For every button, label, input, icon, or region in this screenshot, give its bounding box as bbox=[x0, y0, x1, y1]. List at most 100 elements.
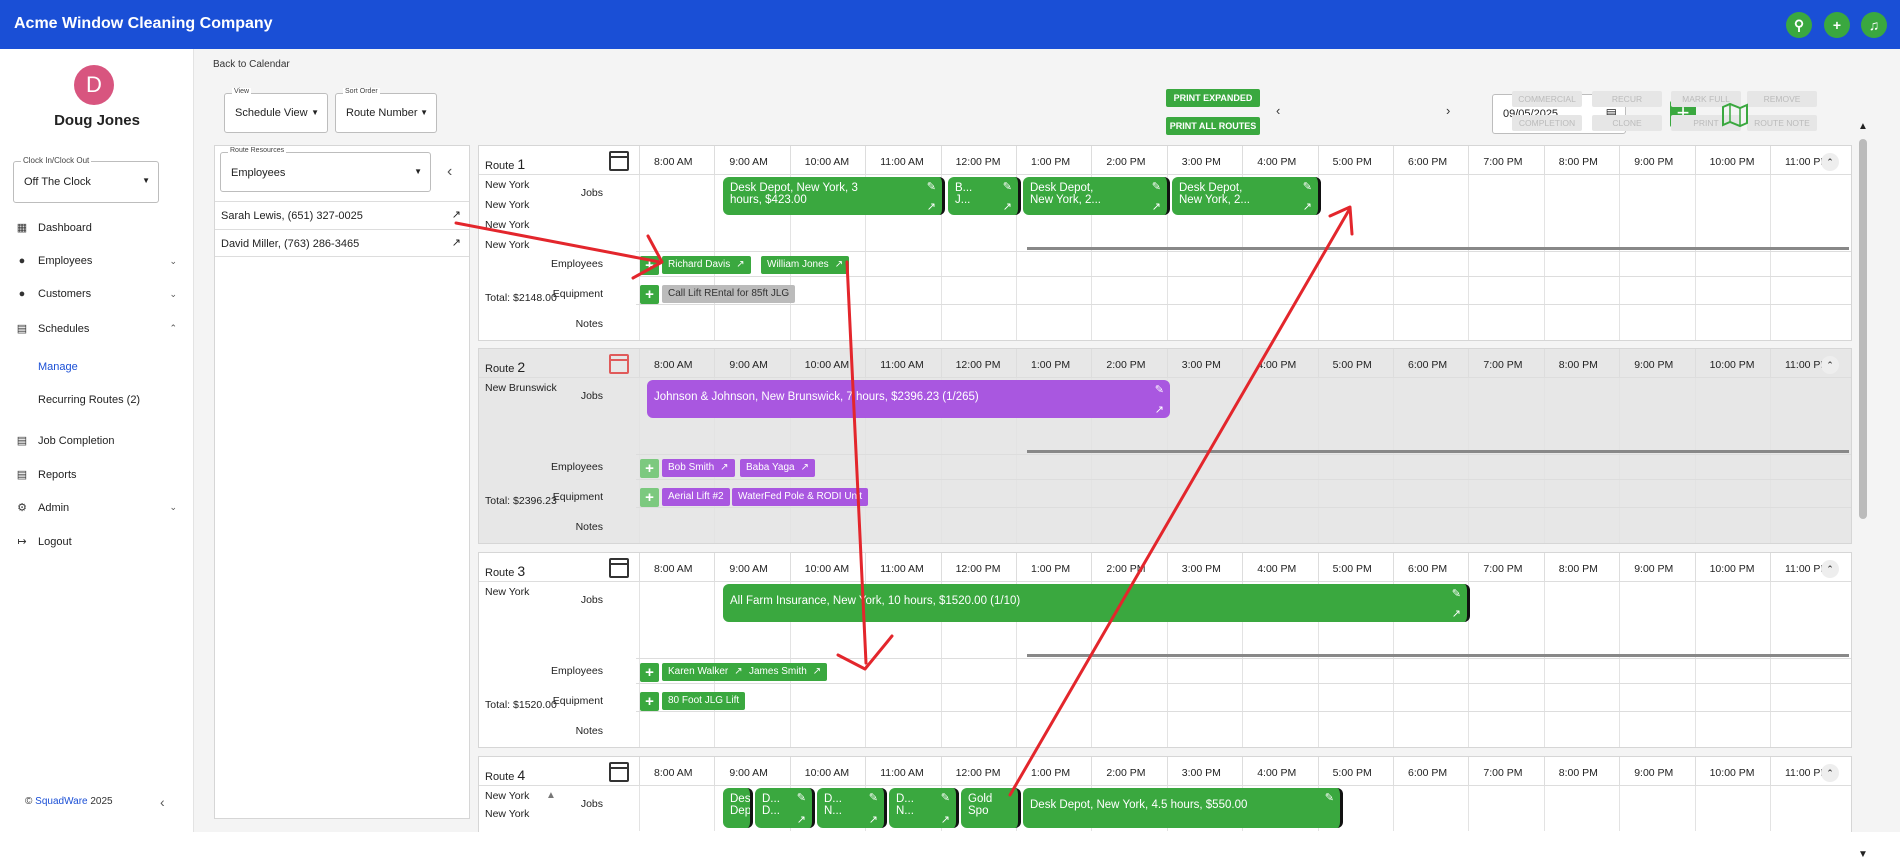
job-block[interactable]: D... N... ✎ ↗ bbox=[817, 788, 887, 828]
employee-chip[interactable]: Baba Yaga ↗ bbox=[740, 459, 815, 477]
open-external-icon[interactable]: ↗ bbox=[451, 237, 461, 249]
collapse-up-icon[interactable]: ⌃ bbox=[1821, 356, 1839, 374]
bell-icon[interactable]: ♫ bbox=[1861, 12, 1887, 38]
job-block[interactable]: Gold Spo bbox=[961, 788, 1021, 828]
scroll-up-icon[interactable]: ▲ bbox=[1858, 121, 1868, 132]
remove-button[interactable]: REMOVE bbox=[1747, 91, 1817, 107]
move-up-icon[interactable]: ▲ bbox=[546, 790, 556, 801]
collapse-sidebar-icon[interactable]: ‹ bbox=[160, 794, 165, 810]
job-block[interactable]: All Farm Insurance, New York, 10 hours, … bbox=[723, 584, 1470, 622]
edit-icon[interactable]: ✎ bbox=[1324, 792, 1334, 804]
resource-row[interactable]: David Miller, (763) 286-3465 ↗ bbox=[215, 229, 469, 257]
open-external-icon[interactable]: ↗ bbox=[868, 814, 878, 826]
next-day-icon[interactable]: › bbox=[1446, 103, 1451, 118]
equipment-chip[interactable]: Call Lift REntal for 85ft JLG bbox=[662, 285, 796, 303]
edit-icon[interactable]: ✎ bbox=[796, 792, 806, 804]
route-resources-select[interactable]: Route Resources Employees ▼ bbox=[220, 147, 431, 192]
employee-chip[interactable]: James Smith ↗ bbox=[743, 663, 828, 681]
nav-logout[interactable]: ↦ Logout bbox=[15, 535, 177, 549]
employee-chip[interactable]: Karen Walker ↗ bbox=[662, 663, 749, 681]
open-external-icon[interactable]: ↗ bbox=[734, 666, 743, 677]
collapse-up-icon[interactable]: ⌃ bbox=[1821, 764, 1839, 782]
equipment-chip[interactable]: Aerial Lift #2 bbox=[662, 488, 730, 506]
job-block[interactable]: D... N... ✎ ↗ bbox=[889, 788, 959, 828]
add-employee-button[interactable]: + bbox=[640, 663, 659, 682]
calendar-icon[interactable] bbox=[609, 354, 629, 374]
route-note-button[interactable]: ROUTE NOTE bbox=[1747, 115, 1817, 131]
collapse-up-icon[interactable]: ⌃ bbox=[1821, 560, 1839, 578]
sort-select[interactable]: Sort Order Route Number ▼ bbox=[335, 88, 437, 133]
clock-select[interactable]: Clock In/Clock Out Off The Clock ▼ bbox=[13, 156, 159, 203]
add-employee-button[interactable]: + bbox=[640, 256, 659, 275]
nav-schedules[interactable]: ▤ Schedules ⌃ bbox=[15, 322, 177, 336]
open-external-icon[interactable]: ↗ bbox=[940, 814, 950, 826]
open-external-icon[interactable]: ↗ bbox=[1302, 201, 1312, 213]
nav-admin[interactable]: ⚙ Admin ⌄ bbox=[15, 501, 177, 515]
scrollbar[interactable]: ▲ ▼ bbox=[1857, 121, 1869, 860]
edit-icon[interactable]: ✎ bbox=[1451, 588, 1461, 600]
job-block[interactable]: Desk Depot, New York, 2... ✎ ↗ bbox=[1023, 177, 1170, 215]
open-external-icon[interactable]: ↗ bbox=[1002, 201, 1012, 213]
open-external-icon[interactable]: ↗ bbox=[1451, 608, 1461, 620]
recur-button[interactable]: RECUR bbox=[1592, 91, 1662, 107]
job-block[interactable]: B... J... ✎ ↗ bbox=[948, 177, 1021, 215]
collapse-panel-icon[interactable]: ‹ bbox=[447, 163, 453, 180]
open-external-icon[interactable]: ↗ bbox=[834, 259, 844, 270]
print-expanded-button[interactable]: PRINT EXPANDED bbox=[1166, 89, 1260, 107]
open-external-icon[interactable]: ↗ bbox=[926, 201, 936, 213]
nav-job-completion[interactable]: ▤ Job Completion bbox=[15, 434, 177, 448]
add-equipment-button[interactable]: + bbox=[640, 285, 659, 304]
edit-icon[interactable]: ✎ bbox=[1302, 181, 1312, 193]
add-equipment-button[interactable]: + bbox=[640, 692, 659, 711]
equipment-chip[interactable]: WaterFed Pole & RODI Unit bbox=[732, 488, 869, 506]
edit-icon[interactable]: ✎ bbox=[868, 792, 878, 804]
plus-icon[interactable]: + bbox=[1824, 12, 1850, 38]
commercial-button[interactable]: COMMERCIAL bbox=[1512, 91, 1582, 107]
edit-icon[interactable]: ✎ bbox=[1154, 384, 1164, 396]
resource-row[interactable]: Sarah Lewis, (651) 327-0025 ↗ bbox=[215, 201, 469, 229]
collapse-up-icon[interactable]: ⌃ bbox=[1821, 153, 1839, 171]
open-external-icon[interactable]: ↗ bbox=[1154, 404, 1164, 416]
squadware-link[interactable]: SquadWare bbox=[35, 796, 88, 807]
completion-button[interactable]: COMPLETION bbox=[1512, 115, 1582, 131]
calendar-icon[interactable] bbox=[609, 151, 629, 171]
open-external-icon[interactable]: ↗ bbox=[812, 666, 822, 677]
open-external-icon[interactable]: ↗ bbox=[736, 259, 745, 270]
nav-reports[interactable]: ▤ Reports bbox=[15, 468, 177, 482]
add-equipment-button[interactable]: + bbox=[640, 488, 659, 507]
prev-day-icon[interactable]: ‹ bbox=[1276, 103, 1281, 118]
view-select[interactable]: View Schedule View ▼ bbox=[224, 88, 328, 133]
nav-dashboard[interactable]: ▦ Dashboard bbox=[15, 221, 177, 235]
nav-customers[interactable]: ● Customers ⌄ bbox=[15, 288, 177, 300]
job-block[interactable]: D... D... ✎ ↗ bbox=[755, 788, 815, 828]
calendar-icon[interactable] bbox=[609, 558, 629, 578]
search-icon[interactable]: ⚲ bbox=[1786, 12, 1812, 38]
equipment-chip[interactable]: 80 Foot JLG Lift bbox=[662, 692, 746, 710]
employee-chip[interactable]: William Jones ↗ bbox=[761, 256, 850, 274]
print-all-routes-button[interactable]: PRINT ALL ROUTES bbox=[1166, 117, 1260, 135]
open-external-icon[interactable]: ↗ bbox=[451, 209, 461, 221]
open-external-icon[interactable]: ↗ bbox=[1151, 201, 1161, 213]
job-block[interactable]: Desk Depot, New York, 2... ✎ ↗ bbox=[1172, 177, 1321, 215]
employee-chip[interactable]: Richard Davis ↗ bbox=[662, 256, 751, 274]
clone-button[interactable]: CLONE bbox=[1592, 115, 1662, 131]
job-block[interactable]: Desk Depot, New York, 3 hours, $423.00 ✎ ↗ bbox=[723, 177, 945, 215]
back-to-calendar-link[interactable]: Back to Calendar bbox=[213, 59, 290, 70]
mark-full-button[interactable]: MARK FULL bbox=[1671, 91, 1741, 107]
nav-manage[interactable]: Manage bbox=[38, 361, 78, 373]
add-employee-button[interactable]: + bbox=[640, 459, 659, 478]
avatar[interactable]: D bbox=[74, 65, 114, 105]
calendar-icon[interactable] bbox=[609, 762, 629, 782]
scroll-thumb[interactable] bbox=[1859, 139, 1867, 519]
scroll-down-icon[interactable]: ▼ bbox=[1858, 849, 1868, 860]
nav-recurring-routes[interactable]: Recurring Routes (2) bbox=[38, 394, 141, 406]
edit-icon[interactable]: ✎ bbox=[1002, 181, 1012, 193]
edit-icon[interactable]: ✎ bbox=[1151, 181, 1161, 193]
map-icon[interactable] bbox=[1720, 99, 1750, 129]
nav-employees[interactable]: ● Employees ⌄ bbox=[15, 255, 177, 267]
edit-icon[interactable]: ✎ bbox=[940, 792, 950, 804]
calendar-icon[interactable]: ▤ bbox=[1605, 106, 1617, 120]
edit-icon[interactable]: ✎ bbox=[926, 181, 936, 193]
employee-chip[interactable]: Bob Smith ↗ bbox=[662, 459, 735, 477]
